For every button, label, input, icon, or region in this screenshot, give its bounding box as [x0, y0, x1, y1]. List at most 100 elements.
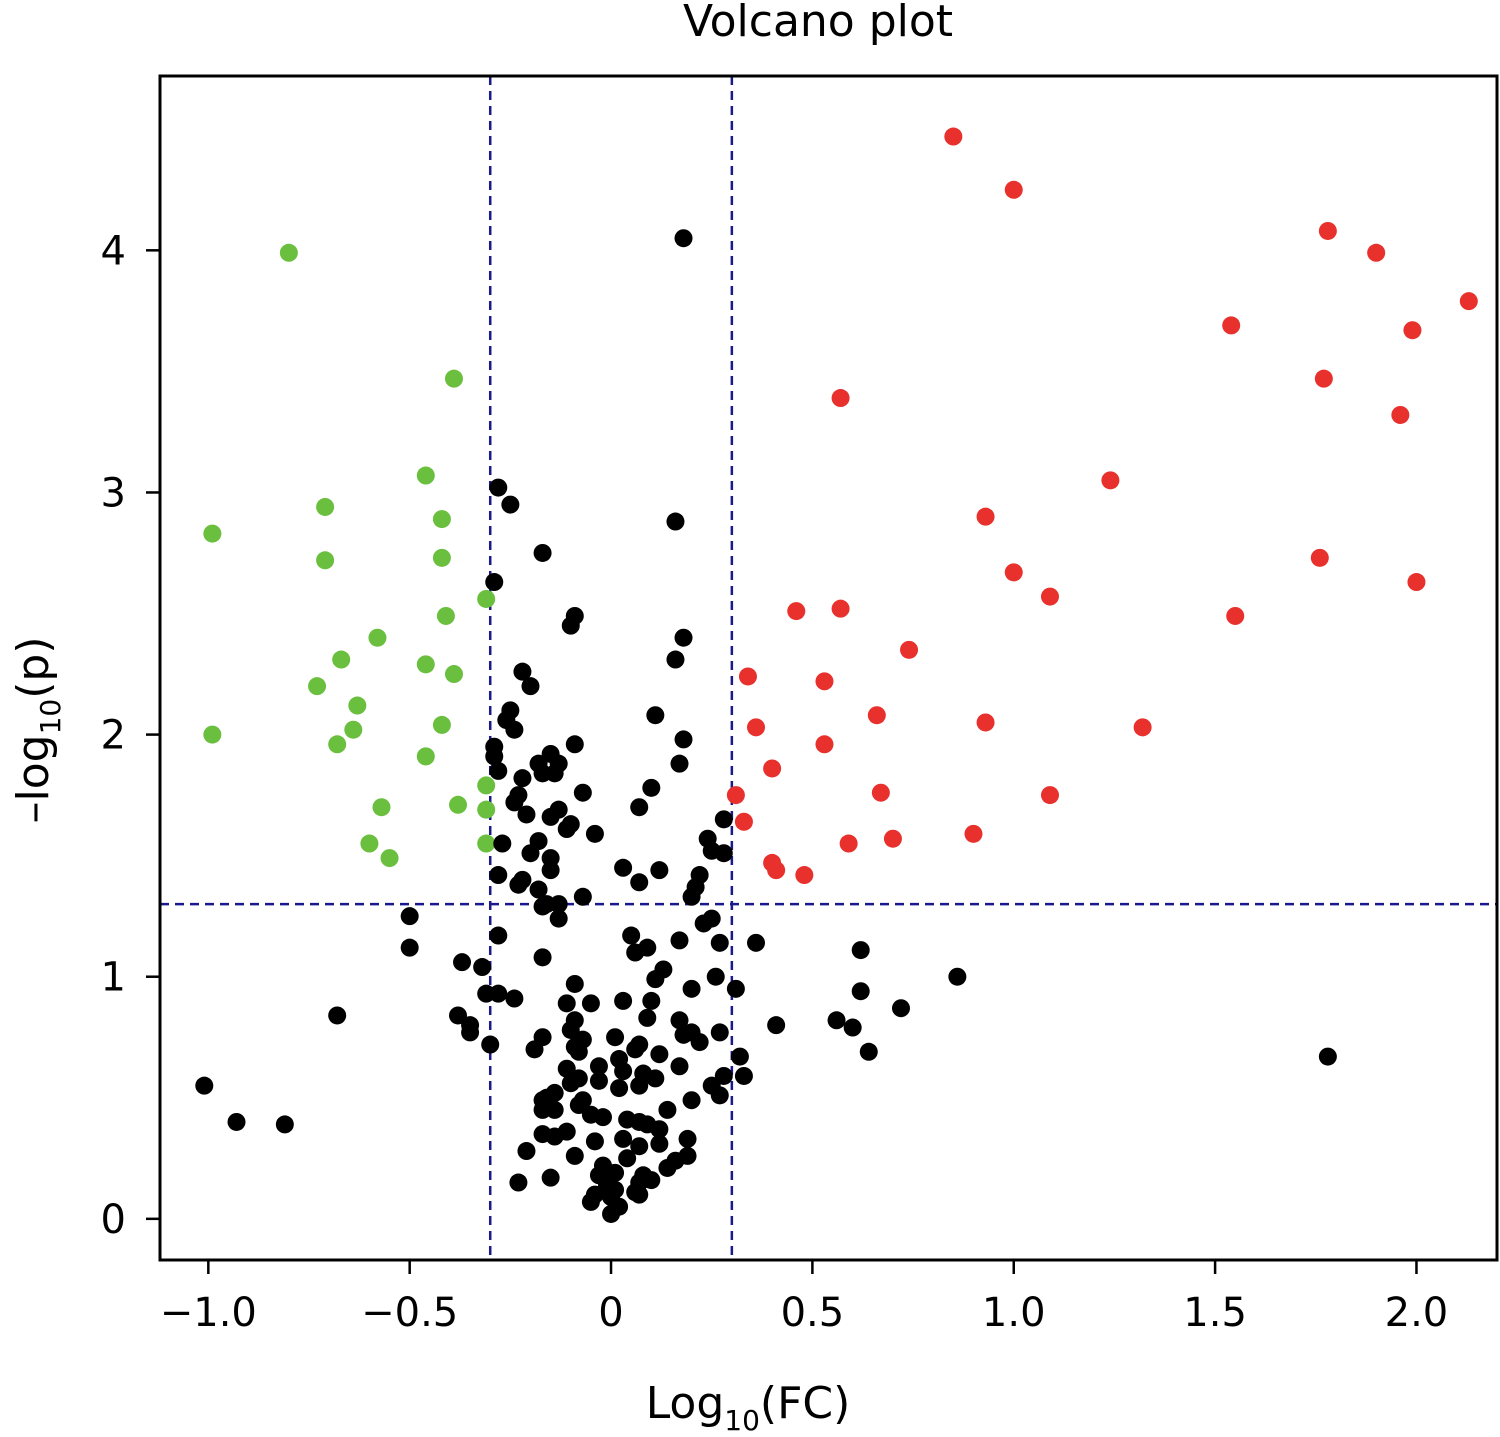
data-point: [618, 1149, 637, 1168]
data-point: [726, 979, 745, 998]
data-point: [517, 805, 536, 824]
data-point: [432, 510, 451, 529]
threshold-lines: [160, 76, 1497, 1260]
data-point: [1310, 548, 1329, 567]
data-point: [541, 807, 560, 826]
x-tick-label: 2.0: [1385, 1290, 1449, 1336]
data-point: [646, 706, 665, 725]
data-point: [1407, 573, 1426, 592]
data-point: [549, 909, 568, 928]
data-point: [682, 887, 701, 906]
data-point: [626, 943, 645, 962]
data-point: [444, 665, 463, 684]
data-points: [195, 127, 1478, 1223]
data-point: [372, 798, 391, 817]
data-point: [203, 524, 222, 543]
data-point: [485, 747, 504, 766]
data-point: [674, 628, 693, 647]
data-point: [195, 1076, 214, 1095]
data-point: [714, 1066, 733, 1085]
data-point: [436, 606, 455, 625]
data-point: [432, 548, 451, 567]
data-point: [449, 1006, 468, 1025]
data-point: [505, 720, 524, 739]
data-point: [763, 759, 782, 778]
data-point: [964, 824, 983, 843]
data-point: [795, 866, 814, 885]
data-point: [1222, 316, 1241, 335]
data-point: [549, 895, 568, 914]
data-point: [843, 1018, 862, 1037]
data-point: [1226, 606, 1245, 625]
data-point: [614, 991, 633, 1010]
plot-frame: [158, 74, 1499, 1262]
data-point: [529, 880, 548, 899]
data-point: [477, 589, 496, 608]
data-point: [227, 1112, 246, 1131]
data-point: [565, 1146, 584, 1165]
data-point: [477, 776, 496, 795]
x-axis-label: Log10(FC): [646, 1378, 851, 1437]
data-point: [569, 1096, 588, 1115]
data-point: [581, 994, 600, 1013]
data-point: [871, 783, 890, 802]
x-tick-label: 0.5: [781, 1290, 845, 1336]
data-point: [658, 1100, 677, 1119]
data-point: [747, 718, 766, 737]
data-point: [493, 834, 512, 853]
data-point: [630, 798, 649, 817]
y-axis-ticks: 0 1 2 3 4: [101, 228, 160, 1243]
data-point: [541, 861, 560, 880]
data-point: [332, 650, 351, 669]
data-point: [203, 725, 222, 744]
data-point: [561, 1074, 580, 1093]
data-point: [670, 754, 689, 773]
data-point: [461, 1023, 480, 1042]
data-point: [316, 497, 335, 516]
data-point: [614, 1062, 633, 1081]
data-point: [831, 389, 850, 408]
data-point: [670, 1011, 689, 1030]
x-tick-label: 1.0: [982, 1290, 1046, 1336]
data-point: [891, 999, 910, 1018]
data-point: [1040, 587, 1059, 606]
data-point: [626, 1040, 645, 1059]
data-point: [682, 1091, 701, 1110]
data-point: [585, 824, 604, 843]
data-point: [513, 769, 532, 788]
data-point: [569, 1042, 588, 1061]
data-point: [561, 616, 580, 635]
data-point: [674, 1025, 693, 1044]
data-point: [642, 778, 661, 797]
data-point: [1040, 786, 1059, 805]
data-point: [589, 1071, 608, 1090]
data-point: [348, 696, 367, 715]
data-point: [650, 1134, 669, 1153]
data-point: [650, 861, 669, 880]
data-point: [308, 677, 327, 696]
data-point: [368, 628, 387, 647]
data-point: [638, 1008, 657, 1027]
data-point: [1318, 1047, 1337, 1066]
data-point: [485, 573, 504, 592]
data-point: [851, 941, 870, 960]
data-point: [481, 1035, 500, 1054]
data-point: [509, 1173, 528, 1192]
chart-title: Volcano plot: [683, 0, 953, 47]
data-point: [489, 761, 508, 780]
data-point: [489, 926, 508, 945]
data-point: [900, 640, 919, 659]
data-point: [505, 989, 524, 1008]
data-point: [674, 229, 693, 248]
x-tick-label: 0: [598, 1290, 623, 1336]
data-point: [839, 834, 858, 853]
data-point: [944, 127, 963, 146]
data-point: [565, 735, 584, 754]
data-point: [678, 1129, 697, 1148]
data-point: [541, 1168, 560, 1187]
data-point: [533, 543, 552, 562]
data-point: [674, 730, 693, 749]
x-axis-ticks: −1.0 −0.5 0 0.5 1.0 1.5 2.0: [160, 1260, 1449, 1336]
data-point: [714, 844, 733, 863]
data-point: [565, 974, 584, 993]
